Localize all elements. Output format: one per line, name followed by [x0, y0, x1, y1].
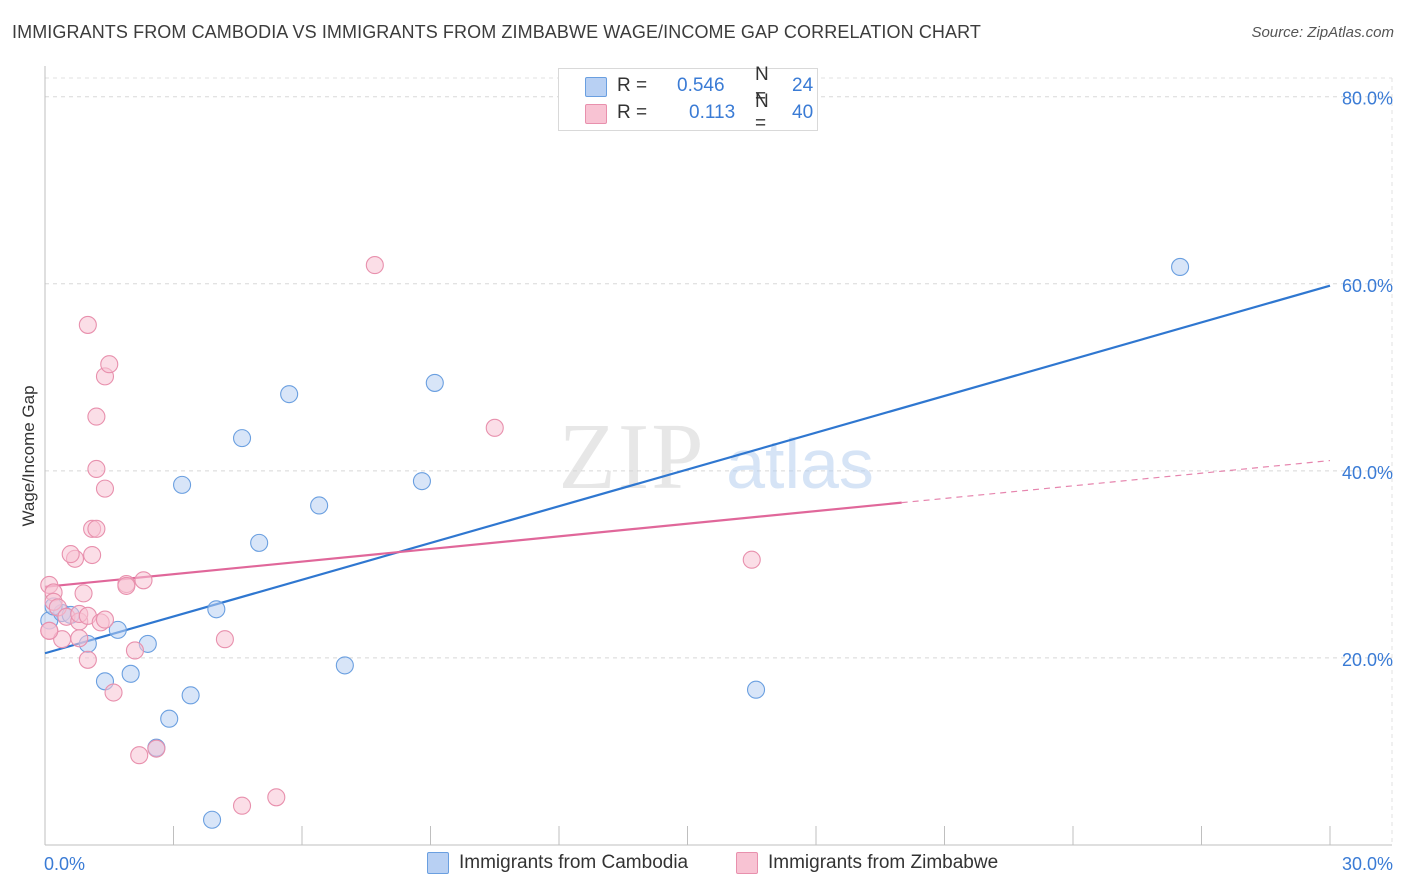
data-points: [40, 256, 1190, 829]
legend-n-label: N =: [755, 64, 769, 107]
point-zimbabwe: [365, 256, 384, 275]
point-cambodia: [250, 533, 269, 552]
series-label-zimbabwe: Immigrants from Zimbabwe: [768, 852, 999, 873]
x-tick-label: 0.0%: [44, 854, 85, 874]
point-zimbabwe: [742, 550, 761, 569]
point-cambodia: [335, 656, 354, 675]
watermark-zip: ZIP: [559, 405, 706, 509]
legend-n-value-zimbabwe: 40: [792, 102, 814, 123]
y-tick-label: 60.0%: [1342, 276, 1393, 296]
trend-line-zimbabwe: [44, 501, 902, 588]
series-swatch-cambodia: [427, 852, 449, 874]
point-cambodia: [232, 429, 252, 448]
point-zimbabwe: [74, 584, 93, 603]
point-zimbabwe: [100, 355, 119, 374]
point-zimbabwe: [78, 650, 97, 669]
point-zimbabwe: [117, 576, 136, 595]
point-cambodia: [181, 686, 200, 705]
point-cambodia: [160, 709, 179, 728]
point-zimbabwe: [83, 545, 102, 565]
point-cambodia: [280, 385, 299, 404]
point-zimbabwe: [267, 788, 286, 807]
point-zimbabwe: [485, 418, 504, 437]
y-axis-label: Wage/Income Gap: [19, 385, 38, 526]
source-label: Source: ZipAtlas.com: [1251, 24, 1394, 41]
y-tick-label: 40.0%: [1342, 463, 1393, 483]
legend-r-value-cambodia: 0.546: [677, 75, 725, 96]
chart-title: IMMIGRANTS FROM CAMBODIA VS IMMIGRANTS F…: [12, 22, 981, 42]
legend-r-label: R =: [617, 75, 648, 96]
point-cambodia: [121, 664, 140, 683]
legend-swatch-zimbabwe: [585, 104, 607, 124]
point-cambodia: [207, 600, 226, 619]
legend-n-label: N =: [755, 91, 769, 134]
point-cambodia: [108, 620, 127, 639]
correlation-legend: R = 0.546 N = 24 R = 0.113 N = 40: [558, 64, 818, 134]
legend-n-value-cambodia: 24: [792, 75, 814, 96]
trend-line-cambodia: [44, 284, 1331, 655]
point-cambodia: [1171, 257, 1190, 276]
point-zimbabwe: [95, 479, 115, 498]
point-zimbabwe: [95, 610, 115, 629]
series-legend-cambodia: Immigrants from Cambodia: [427, 852, 688, 874]
point-zimbabwe: [232, 796, 252, 815]
trend-lines: [44, 284, 1331, 655]
point-cambodia: [203, 810, 222, 829]
point-zimbabwe: [125, 641, 144, 660]
series-label-cambodia: Immigrants from Cambodia: [459, 852, 689, 873]
point-zimbabwe: [87, 407, 106, 426]
point-cambodia: [412, 472, 431, 491]
y-tick-label: 80.0%: [1342, 89, 1393, 109]
point-zimbabwe: [215, 630, 234, 649]
legend-swatch-cambodia: [585, 77, 607, 97]
axes: [44, 66, 1392, 846]
point-cambodia: [173, 475, 192, 494]
point-zimbabwe: [70, 629, 89, 648]
trend-line-extension-zimbabwe: [901, 459, 1331, 504]
point-zimbabwe: [134, 571, 153, 590]
point-zimbabwe: [40, 621, 59, 640]
x-tick-label: 30.0%: [1342, 854, 1393, 874]
point-zimbabwe: [78, 315, 97, 334]
point-zimbabwe: [87, 459, 106, 479]
point-zimbabwe: [87, 519, 106, 538]
series-legend-zimbabwe: Immigrants from Zimbabwe: [736, 852, 998, 874]
point-cambodia: [425, 373, 444, 392]
y-tick-label: 20.0%: [1342, 650, 1393, 670]
point-zimbabwe: [130, 746, 149, 765]
legend-r-label: R =: [617, 102, 648, 123]
legend-r-value-zimbabwe: 0.113: [689, 102, 736, 123]
point-zimbabwe: [147, 739, 166, 758]
point-zimbabwe: [104, 683, 123, 702]
tick-labels: 20.0% 40.0% 60.0% 80.0% 0.0% 30.0%: [44, 89, 1393, 874]
point-cambodia: [310, 496, 329, 515]
point-zimbabwe: [61, 545, 80, 564]
series-swatch-zimbabwe: [736, 852, 758, 874]
point-cambodia: [746, 680, 766, 699]
